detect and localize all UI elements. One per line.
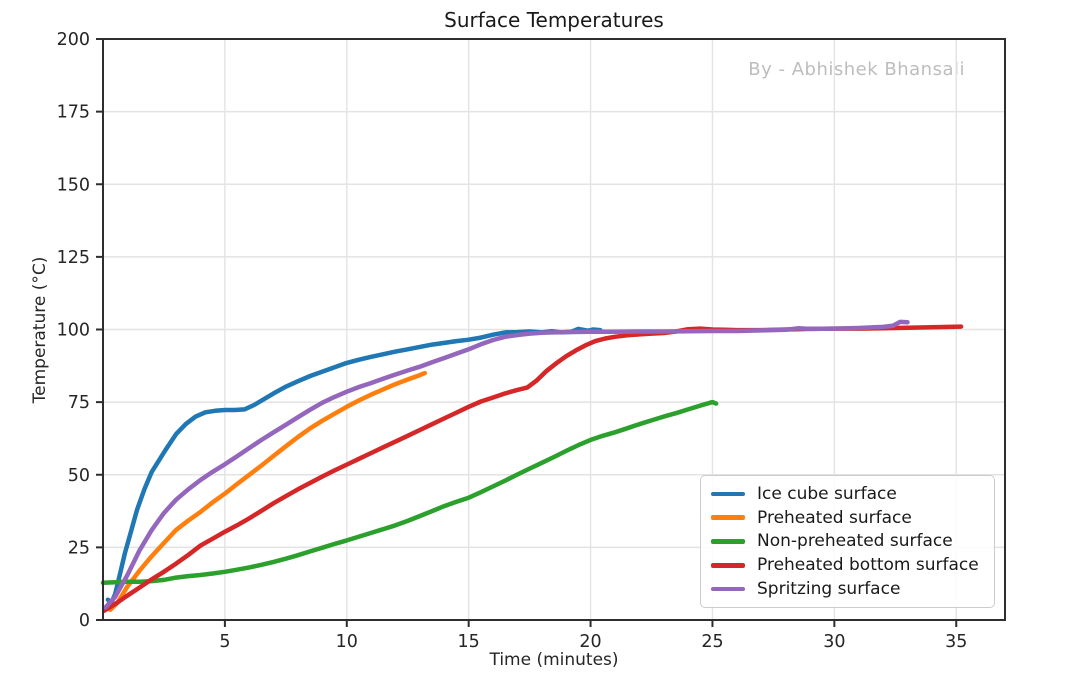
legend: Ice cube surface Preheated surface Non-pre… (700, 475, 995, 608)
series-line-spritzing-surface (103, 319, 910, 610)
legend-label: Non-preheated surface (757, 531, 953, 552)
y-tick-label: 150 (57, 175, 90, 195)
series-line-preheated-surface (108, 370, 428, 613)
legend-line-swatch (711, 515, 745, 520)
legend-item: Non-preheated surface (711, 531, 984, 551)
legend-label: Preheated bottom surface (757, 555, 979, 576)
x-tick-label: 10 (336, 632, 358, 652)
legend-item: Preheated surface (711, 508, 984, 528)
watermark: By - Abhishek Bhansali (748, 59, 965, 80)
y-tick-label: 125 (57, 248, 90, 268)
legend-line-swatch (711, 586, 745, 592)
y-tick-label: 75 (68, 393, 90, 413)
legend-line-swatch (711, 539, 745, 544)
legend-item: Spritzing surface (711, 579, 984, 599)
y-tick-label: 200 (57, 30, 90, 50)
x-tick-label: 20 (579, 632, 601, 652)
x-tick-label: 5 (219, 632, 230, 652)
y-tick-label: 50 (68, 466, 90, 486)
chart-title: Surface Temperatures (444, 8, 664, 32)
legend-item: Ice cube surface (711, 484, 984, 504)
x-tick-label: 35 (945, 632, 967, 652)
y-tick-label: 175 (57, 103, 90, 123)
legend-label: Preheated surface (757, 507, 912, 528)
series-line-ice-cube-surface (105, 326, 603, 605)
x-tick-label: 25 (701, 632, 723, 652)
legend-label: Spritzing surface (757, 579, 901, 600)
x-tick-label: 30 (823, 632, 845, 652)
x-axis-label: Time (minutes) (489, 650, 619, 670)
legend-line-swatch (711, 563, 745, 568)
x-tick-label: 15 (458, 632, 480, 652)
legend-item: Preheated bottom surface (711, 555, 984, 575)
y-tick-label: 100 (57, 321, 90, 341)
legend-label: Ice cube surface (757, 483, 897, 504)
axis-tick-labels: 5 10 15 20 25 30 35 0 25 50 75 100 125 150 175 200 (57, 30, 968, 652)
legend-line-swatch (711, 491, 745, 497)
y-tick-label: 25 (68, 538, 90, 558)
axis-tick-marks (96, 38, 958, 627)
series-line-non-preheated-surface (100, 399, 719, 586)
y-tick-label: 0 (79, 611, 90, 631)
